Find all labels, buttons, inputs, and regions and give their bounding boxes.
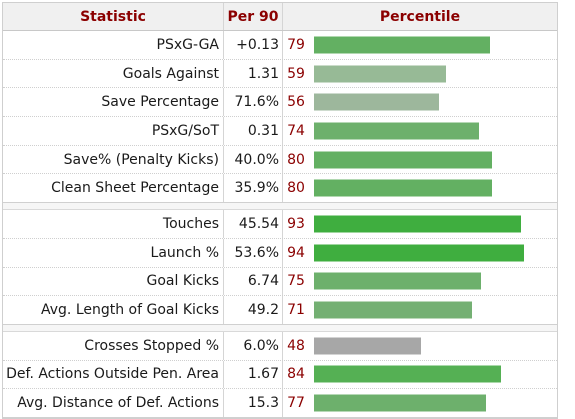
- percentile-bar: [314, 244, 524, 262]
- percentile-bar: [314, 93, 439, 111]
- table-row: PSxG-GA +0.13 79: [3, 31, 557, 60]
- stat-name: Avg. Distance of Def. Actions: [3, 389, 224, 417]
- per90-value: 35.9%: [224, 174, 283, 203]
- stat-name: Launch %: [3, 238, 224, 267]
- percentile-value: 94: [287, 244, 305, 261]
- percentile-cell: 74: [283, 117, 557, 145]
- percentile-value: 71: [287, 302, 305, 319]
- table-row: Launch % 53.6% 94: [3, 238, 557, 268]
- percentile-cell: 80: [283, 174, 557, 202]
- stat-name: Goal Kicks: [3, 267, 224, 296]
- per90-value: 1.67: [224, 360, 283, 389]
- percentile-value: 48: [287, 337, 305, 354]
- percentile-value: 79: [287, 36, 305, 53]
- stat-name: Goals Against: [3, 59, 224, 88]
- percentile-cell: 94: [283, 239, 557, 267]
- header-per90[interactable]: Per 90: [224, 3, 283, 30]
- per90-value: 1.31: [224, 59, 283, 88]
- stat-name: Avg. Length of Goal Kicks: [3, 296, 224, 324]
- per90-value: 6.74: [224, 267, 283, 296]
- percentile-value: 77: [287, 395, 305, 412]
- percentile-cell: 75: [283, 268, 557, 296]
- percentile-value: 84: [287, 366, 305, 383]
- percentile-value: 59: [287, 65, 305, 82]
- percentile-value: 80: [287, 151, 305, 168]
- percentile-bar: [314, 65, 446, 83]
- table-header: Statistic Per 90 Percentile: [3, 3, 557, 31]
- percentile-bar: [314, 337, 421, 355]
- percentile-cell: 79: [283, 31, 557, 59]
- per90-value: 15.3: [224, 389, 283, 417]
- table-row: PSxG/SoT 0.31 74: [3, 117, 557, 146]
- table-row: Goals Against 1.31 59: [3, 59, 557, 89]
- per90-value: 53.6%: [224, 238, 283, 267]
- stat-name: Touches: [3, 210, 224, 238]
- percentile-cell: 77: [283, 389, 557, 417]
- header-percentile[interactable]: Percentile: [379, 8, 461, 25]
- stat-name: Crosses Stopped %: [3, 331, 224, 360]
- stat-name: PSxG-GA: [3, 31, 224, 59]
- per90-value: 6.0%: [224, 331, 283, 360]
- per90-value: 71.6%: [224, 88, 283, 117]
- table-row: Def. Actions Outside Pen. Area 1.67 84: [3, 360, 557, 390]
- table-row: Avg. Length of Goal Kicks 49.2 71: [3, 296, 557, 325]
- table-row: Clean Sheet Percentage 35.9% 80: [3, 174, 557, 204]
- group-separator: [3, 324, 557, 332]
- percentile-value: 80: [287, 180, 305, 197]
- percentile-cell: 84: [283, 361, 557, 389]
- stat-name: Clean Sheet Percentage: [3, 174, 224, 203]
- percentile-bar: [314, 151, 492, 169]
- header-statistic[interactable]: Statistic: [3, 3, 224, 30]
- stat-name: Save% (Penalty Kicks): [3, 145, 224, 174]
- per90-value: +0.13: [224, 31, 283, 59]
- table-row: Save% (Penalty Kicks) 40.0% 80: [3, 145, 557, 175]
- percentile-value: 93: [287, 215, 305, 232]
- group-separator: [3, 203, 557, 211]
- percentile-value: 75: [287, 273, 305, 290]
- percentile-cell: 71: [283, 296, 557, 324]
- percentile-bar: [314, 122, 479, 140]
- per90-value: 45.54: [224, 210, 283, 238]
- percentile-bar: [314, 179, 492, 197]
- percentile-cell: 93: [283, 210, 557, 238]
- percentile-bar: [314, 394, 486, 412]
- percentile-cell: 59: [283, 60, 557, 88]
- table-row: Crosses Stopped % 6.0% 48: [3, 331, 557, 361]
- per90-value: 49.2: [224, 296, 283, 324]
- per90-value: 0.31: [224, 117, 283, 145]
- percentile-bar: [314, 365, 501, 383]
- stat-name: Def. Actions Outside Pen. Area: [3, 360, 224, 389]
- percentile-cell: 56: [283, 88, 557, 116]
- percentile-value: 74: [287, 122, 305, 139]
- percentile-cell: 48: [283, 332, 557, 360]
- percentile-value: 56: [287, 94, 305, 111]
- stat-name: PSxG/SoT: [3, 117, 224, 145]
- table-row: Goal Kicks 6.74 75: [3, 267, 557, 297]
- percentile-table: Statistic Per 90 Percentile PSxG-GA +0.13…: [2, 2, 558, 419]
- table-row: Avg. Distance of Def. Actions 15.3 77: [3, 389, 557, 418]
- percentile-bar: [314, 272, 481, 290]
- table-body: PSxG-GA +0.13 79 Goals Against 1.31 59 Save Pe…: [3, 31, 557, 418]
- table-row: Save Percentage 71.6% 56: [3, 88, 557, 118]
- stat-name: Save Percentage: [3, 88, 224, 117]
- percentile-bar: [314, 36, 490, 54]
- percentile-cell: 80: [283, 146, 557, 174]
- table-row: Touches 45.54 93: [3, 210, 557, 239]
- percentile-bar: [314, 301, 472, 319]
- percentile-bar: [314, 215, 521, 233]
- per90-value: 40.0%: [224, 145, 283, 174]
